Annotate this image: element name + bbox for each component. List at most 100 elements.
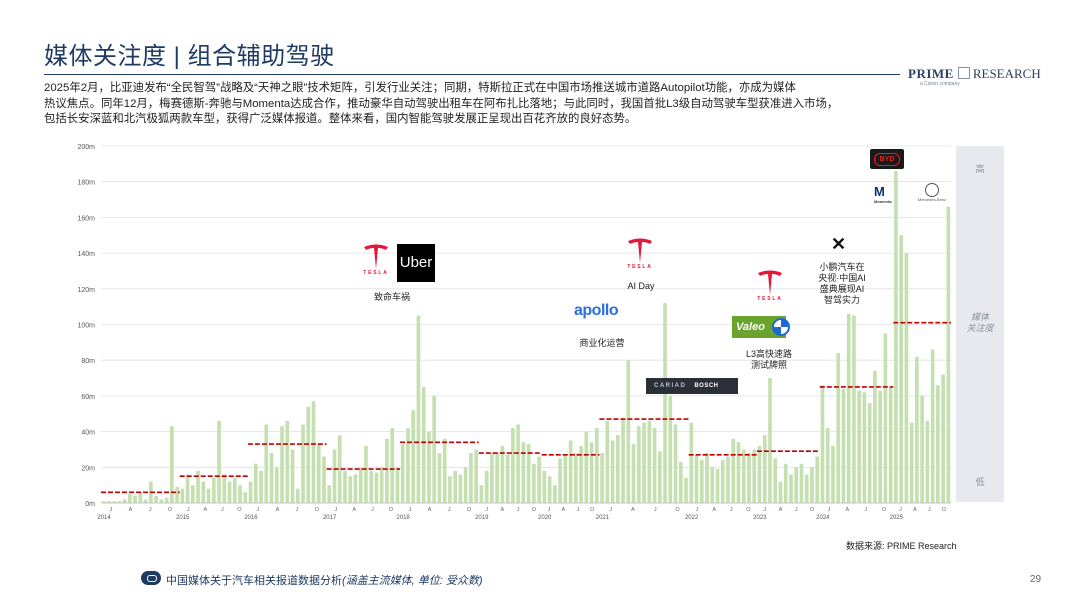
bar	[280, 426, 284, 503]
bar	[395, 467, 400, 503]
data-source: 数据来源: PRIME Research	[846, 541, 957, 551]
tesla-logo-l3: TESLA	[756, 268, 784, 308]
x-tick-label: O	[467, 507, 472, 513]
bar	[217, 420, 221, 503]
x-tick-label: A	[352, 507, 356, 513]
x-tick-label: J	[928, 507, 931, 513]
bar	[442, 438, 447, 503]
bar	[726, 456, 730, 503]
bar	[762, 435, 767, 503]
bar	[505, 454, 510, 503]
brand-tagline: a Cision company	[920, 81, 960, 87]
bar	[463, 467, 468, 503]
x-tick-label: O	[532, 507, 537, 513]
year-label: 2022	[685, 515, 699, 521]
bar	[799, 463, 804, 503]
bar	[815, 456, 820, 503]
bar	[526, 444, 531, 503]
x-tick-label: O	[315, 507, 320, 513]
bar	[521, 442, 526, 503]
bar	[715, 469, 720, 503]
bar	[553, 485, 557, 503]
attention-scale-panel	[956, 146, 1004, 502]
bar	[232, 478, 237, 503]
bar	[720, 460, 725, 503]
bar	[416, 315, 421, 503]
bar	[668, 395, 673, 503]
x-tick-label: J	[795, 507, 798, 513]
bar	[694, 454, 699, 503]
bar	[615, 435, 620, 503]
bar	[920, 395, 924, 503]
bar	[741, 449, 746, 503]
bar	[458, 474, 463, 503]
bar	[175, 486, 179, 503]
bar	[301, 424, 305, 503]
y-tick-label: 60m	[81, 394, 95, 401]
bar	[930, 349, 935, 503]
bar	[243, 492, 248, 503]
bar	[138, 492, 143, 503]
bar	[642, 422, 646, 503]
bar	[411, 410, 416, 503]
bar	[421, 386, 426, 503]
bar	[537, 456, 541, 503]
cariad-word: CARIAD	[654, 383, 687, 389]
tesla-icon	[364, 244, 388, 269]
bar	[631, 444, 636, 503]
x-tick-label: O	[882, 507, 887, 513]
bar	[180, 488, 185, 503]
bar	[579, 445, 583, 503]
bar	[437, 453, 442, 503]
bar	[563, 454, 568, 503]
bar	[107, 501, 111, 503]
xpeng-logo-icon: ✕	[831, 234, 847, 254]
x-tick-label: J	[763, 507, 766, 513]
bar	[736, 442, 741, 503]
footer-caption: 中国媒体关于汽车相关报道数据分析(涵盖主流媒体, 单位: 受众数)	[166, 575, 483, 587]
x-tick-label: O	[810, 507, 815, 513]
x-tick-label: A	[631, 507, 635, 513]
tesla-icon	[758, 270, 782, 295]
bar	[663, 303, 667, 503]
x-tick-label: J	[517, 507, 520, 513]
bar	[154, 495, 158, 503]
x-tick-label: J	[109, 507, 112, 513]
bmw-logo-icon	[772, 318, 790, 336]
bar	[783, 463, 788, 503]
bar	[164, 497, 169, 503]
bar	[542, 470, 547, 503]
bar	[773, 458, 778, 503]
scale-label-mid: 关注度	[966, 323, 995, 333]
bar	[495, 453, 499, 503]
bar	[332, 449, 337, 503]
year-label: 2023	[753, 515, 767, 521]
x-tick-label: A	[276, 507, 280, 513]
brand-separator-icon	[957, 67, 970, 79]
bar	[253, 463, 258, 503]
bar	[925, 420, 930, 503]
x-tick-label: A	[203, 507, 207, 513]
bar	[846, 313, 851, 503]
bar	[558, 458, 562, 503]
bar	[264, 424, 269, 503]
y-tick-label: 40m	[81, 430, 95, 437]
bar	[636, 426, 641, 503]
x-tick-label: J	[485, 507, 488, 513]
y-tick-label: 120m	[77, 287, 95, 294]
year-label: 2014	[97, 515, 111, 521]
scale-label-low: 低	[975, 476, 984, 487]
x-tick-label: J	[899, 507, 902, 513]
x-tick-label: A	[779, 507, 783, 513]
tesla-icon	[628, 238, 652, 263]
bar	[841, 388, 846, 503]
bar	[484, 470, 489, 503]
bar	[946, 206, 951, 503]
bar	[831, 445, 835, 503]
bar	[427, 431, 431, 503]
bar	[169, 426, 174, 503]
event-label-fatal-crash: 致命车祸	[373, 292, 410, 302]
bar	[747, 453, 751, 503]
bar	[474, 449, 478, 503]
